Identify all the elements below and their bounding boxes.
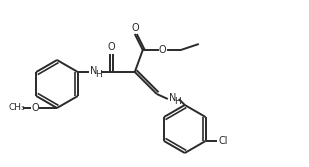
Text: O: O bbox=[132, 23, 140, 33]
Text: O: O bbox=[31, 103, 39, 113]
Text: Cl: Cl bbox=[219, 136, 228, 146]
Text: O: O bbox=[159, 45, 167, 55]
Text: CH₃: CH₃ bbox=[9, 104, 25, 113]
Text: N: N bbox=[90, 66, 97, 76]
Text: H: H bbox=[95, 69, 102, 78]
Text: H: H bbox=[174, 97, 181, 106]
Text: O: O bbox=[108, 42, 116, 52]
Text: N: N bbox=[169, 93, 176, 103]
